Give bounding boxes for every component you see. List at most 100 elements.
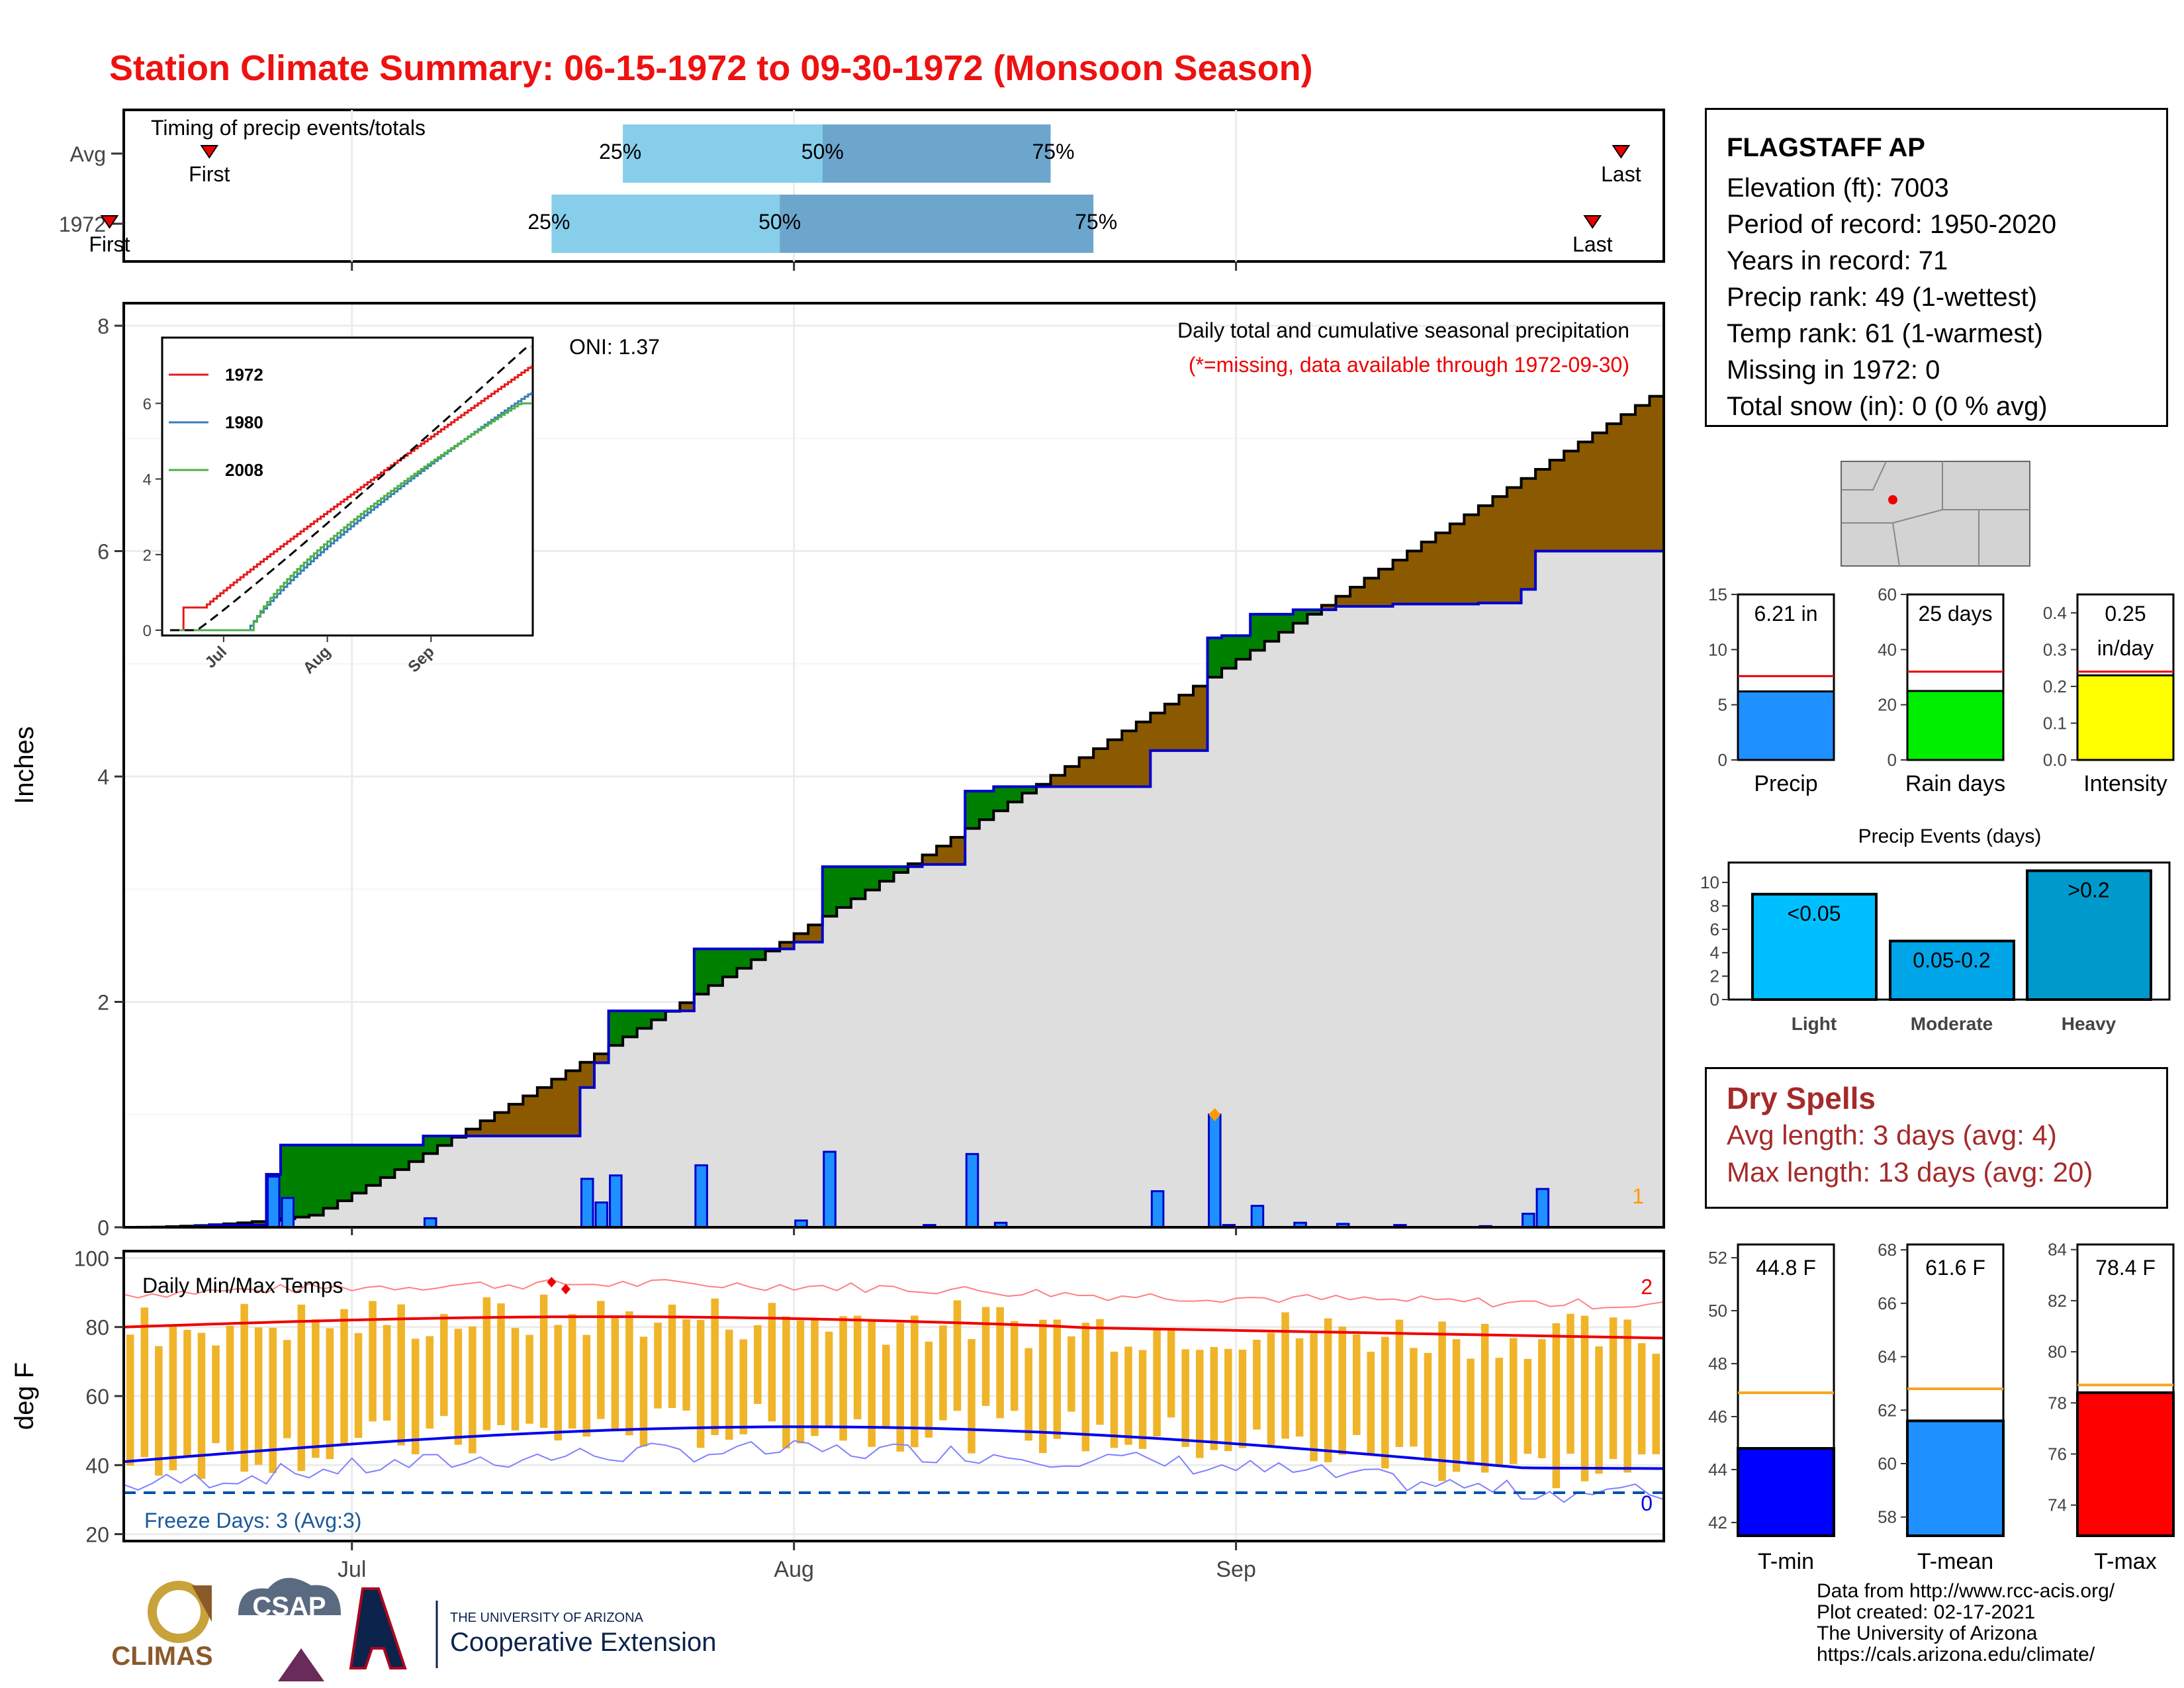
precip-corner-value: 1 [1632,1184,1644,1208]
daily-precip-bar [1150,1190,1165,1229]
temp-bar-fill [2076,1391,2175,1537]
x-axis-tick-label: Sep [1216,1557,1256,1582]
temp-bar-tick-label: 58 [1878,1507,1897,1527]
station-elevation: Elevation (ft): 7003 [1727,173,1949,203]
timing-bar-q50-q75 [780,195,1094,253]
events-tick-label: 6 [1710,919,1719,939]
x-axis-tick-label: Aug [774,1557,814,1582]
temp-bar-tick-label: 82 [2048,1291,2067,1311]
temp-corner-blue: 0 [1641,1491,1653,1515]
surplus-fill [1022,786,1037,794]
deficit-fill [1435,533,1451,604]
events-bar-label: <0.05 [1788,902,1841,925]
deficit-fill [1578,442,1593,551]
daily-temp-bar [796,1320,805,1444]
precip-y-tick-label: 2 [97,991,109,1015]
events-tick-label: 4 [1710,943,1719,962]
deficit-fill [480,1121,495,1137]
inset-y-tick-label: 2 [143,547,152,565]
daily-temp-bar [511,1328,520,1430]
record-min-line [123,1440,1664,1503]
temp-bar-tick-label: 80 [2048,1342,2067,1362]
deficit-fill [1364,578,1379,606]
daily-temp-bar [1652,1354,1660,1454]
daily-temp-bar [183,1329,191,1457]
surplus-fill [1264,614,1279,641]
deficit-fill [1079,757,1094,787]
station-name: FLAGSTAFF AP [1727,133,1925,162]
daily-temp-bar [768,1303,776,1422]
deficit-fill [1050,775,1066,787]
deficit-fill [1449,524,1465,604]
surplus-fill [993,786,1009,811]
credit-line-1: Data from http://www.rcc-acis.org/ [1817,1580,2115,1602]
station-location-dot [1888,495,1897,504]
surplus-fill [694,949,709,994]
daily-temp-bar [312,1319,320,1458]
summary-bar-tick-label: 0 [1718,750,1727,770]
summary-bar-tick-label: 40 [1878,639,1897,659]
daily-temp-bar [1410,1348,1418,1447]
daily-temp-bar [882,1344,890,1429]
summary-bar-tick-label: 0.4 [2043,603,2067,623]
summary-bar-tick-label: 0.1 [2043,713,2067,733]
temp-bar-tick-label: 66 [1878,1293,1897,1313]
page-title: Station Climate Summary: 06-15-1972 to 0… [109,48,1313,88]
daily-temp-bar [668,1304,676,1408]
timing-first-label: First [189,162,230,186]
surplus-fill [1207,637,1222,678]
deficit-fill [1122,731,1137,787]
daily-temp-bar [1509,1338,1518,1464]
daily-precip-bar [609,1174,623,1229]
deficit-fill [466,1129,481,1137]
timing-bar-q25-q50 [623,124,823,183]
summary-bar-fill [1737,690,1835,761]
daily-temp-bar [1567,1313,1574,1454]
deficit-fill [1107,739,1122,787]
surplus-fill [1279,614,1294,633]
surplus-fill [608,1011,623,1046]
events-bar-label: >0.2 [2068,878,2109,902]
summary-bar-tick-label: 0.3 [2043,639,2067,659]
precip-caption: Daily total and cumulative seasonal prec… [1177,318,1629,342]
events-title: Precip Events (days) [1858,825,2042,847]
daily-temp-bar [1124,1346,1132,1445]
temp-y-tick-label: 100 [74,1246,109,1270]
deficit-fill [1649,396,1664,551]
daily-temp-bar [654,1323,662,1409]
precip-y-tick-label: 4 [97,765,109,789]
daily-precip-bar [580,1178,594,1229]
surplus-fill [623,1011,638,1037]
surplus-fill [423,1136,438,1154]
record-high-marker [547,1276,557,1288]
deficit-fill [794,933,809,943]
daily-temp-bar [696,1320,705,1448]
daily-temp-bar [1424,1352,1432,1462]
deficit-fill [680,1002,695,1011]
daily-temp-bar [297,1304,306,1472]
temp-bar-tick-label: 78 [2048,1393,2067,1413]
daily-temp-bar [597,1301,605,1419]
daily-temp-bar [568,1314,576,1429]
dry-spells-avg: Avg length: 3 days (avg: 4) [1727,1119,2057,1150]
daily-temp-bar [1580,1315,1589,1481]
daily-temp-bar [1395,1319,1404,1447]
temp-bar-tick-label: 84 [2048,1240,2067,1260]
csap-logo-cloud [238,1577,341,1615]
daily-temp-bar [739,1339,748,1434]
daily-temp-bar [169,1326,177,1471]
events-bar [2026,869,2152,1002]
temp-bar-value-label: 78.4 F [2095,1256,2156,1280]
timing-first-label: First [89,232,130,256]
daily-temp-bar [896,1323,905,1452]
surplus-fill [722,949,737,977]
daily-temp-bar [1267,1333,1275,1446]
events-category-label: Heavy [2062,1013,2116,1034]
surplus-fill [394,1145,410,1170]
deficit-fill [494,1112,510,1137]
surplus-fill [708,949,723,986]
temp-bar-tick-label: 74 [2048,1495,2067,1515]
freeze-days-label: Freeze Days: 3 (Avg:3) [144,1509,361,1532]
summary-bar-0: 0 5 10 15 6.21 in Precip [1708,585,1835,796]
deficit-fill [1606,424,1621,551]
